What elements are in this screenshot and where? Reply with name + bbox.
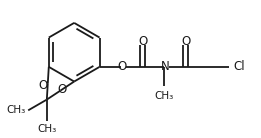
Text: N: N xyxy=(161,60,169,73)
Text: CH₃: CH₃ xyxy=(6,105,25,115)
Text: CH₃: CH₃ xyxy=(155,91,174,101)
Text: O: O xyxy=(181,35,190,48)
Text: O: O xyxy=(117,60,127,73)
Text: O: O xyxy=(58,83,67,96)
Text: CH₃: CH₃ xyxy=(37,124,56,134)
Text: O: O xyxy=(38,79,48,92)
Text: O: O xyxy=(138,35,147,48)
Text: Cl: Cl xyxy=(233,60,245,73)
